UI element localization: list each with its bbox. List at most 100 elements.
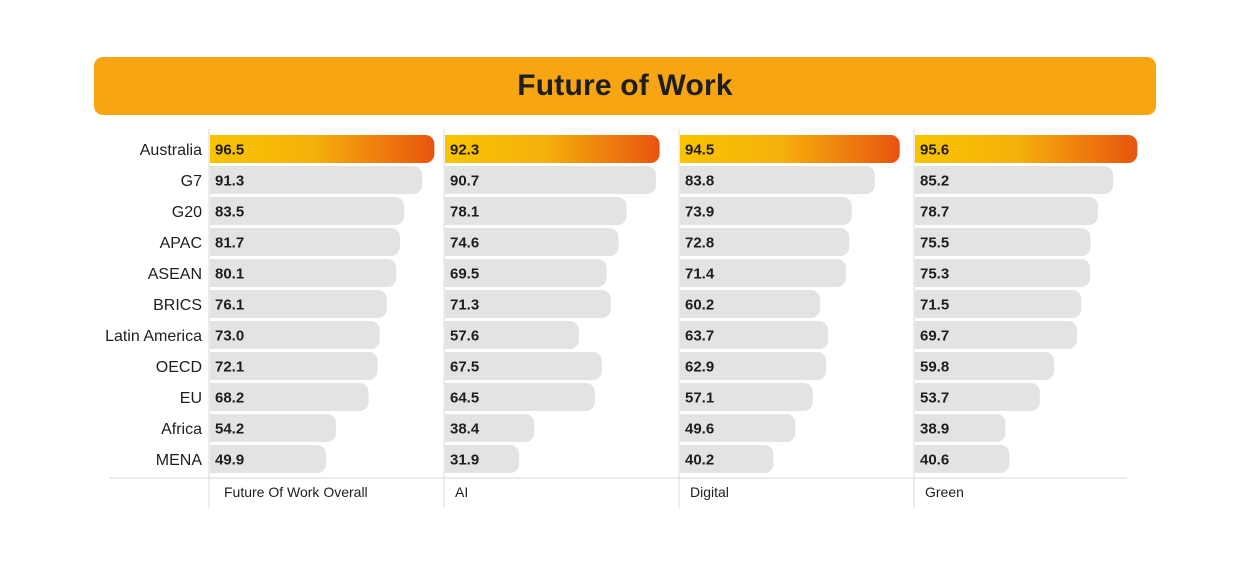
bar-left-edge <box>445 197 455 225</box>
bar <box>680 414 796 442</box>
bar-left-edge <box>915 383 925 411</box>
value-label: 62.9 <box>685 359 714 376</box>
bar <box>445 383 595 411</box>
value-label: 53.7 <box>920 390 949 407</box>
value-label: 72.1 <box>215 359 244 376</box>
value-label: 69.7 <box>920 328 949 345</box>
bar <box>915 321 1078 349</box>
bar <box>680 383 813 411</box>
bar <box>915 228 1091 256</box>
bar-left-edge <box>445 135 455 163</box>
grid-layer <box>110 129 1127 508</box>
series-label: Green <box>925 484 964 500</box>
value-label: 59.8 <box>920 359 949 376</box>
value-label: 81.7 <box>215 235 244 252</box>
bar-left-edge <box>680 197 690 225</box>
value-label: 90.7 <box>450 173 479 190</box>
value-label: 78.7 <box>920 204 949 221</box>
value-label: 94.5 <box>685 142 714 159</box>
bar <box>915 290 1082 318</box>
bar-left-edge <box>915 228 925 256</box>
category-label: G7 <box>181 173 202 190</box>
bar-left-edge <box>210 259 220 287</box>
bar <box>915 414 1006 442</box>
value-label: 73.0 <box>215 328 244 345</box>
value-label: 78.1 <box>450 204 479 221</box>
chart-title: Future of Work <box>517 69 733 102</box>
bar-left-edge <box>210 445 220 473</box>
bar-left-edge <box>445 321 455 349</box>
category-label: G20 <box>172 204 202 221</box>
bar <box>680 445 774 473</box>
highlight-bar <box>915 135 1138 163</box>
value-label: 54.2 <box>215 421 244 438</box>
bar <box>210 290 387 318</box>
bar-left-edge <box>210 383 220 411</box>
bar-left-edge <box>680 290 690 318</box>
bar-left-edge <box>445 290 455 318</box>
bar <box>680 197 852 225</box>
bar <box>445 228 619 256</box>
bar <box>210 166 423 194</box>
value-label: 40.2 <box>685 452 714 469</box>
bar-left-edge <box>680 321 690 349</box>
bar-left-edge <box>915 166 925 194</box>
bar-left-edge <box>915 290 925 318</box>
bar-left-edge <box>915 259 925 287</box>
value-label: 31.9 <box>450 452 479 469</box>
highlight-bar <box>210 135 435 163</box>
bar <box>210 259 397 287</box>
value-label: 91.3 <box>215 173 244 190</box>
value-label: 60.2 <box>685 297 714 314</box>
bar <box>680 290 820 318</box>
category-label: BRICS <box>153 297 202 314</box>
bar <box>210 445 327 473</box>
category-label: Australia <box>140 142 202 159</box>
bar <box>915 166 1114 194</box>
bar-left-edge <box>445 228 455 256</box>
value-label: 57.6 <box>450 328 479 345</box>
series-label: Future Of Work Overall <box>224 484 368 500</box>
category-label: Latin America <box>105 328 202 345</box>
bar-left-edge <box>445 414 455 442</box>
value-label: 95.6 <box>920 142 949 159</box>
bar-left-edge <box>680 445 690 473</box>
series-label: AI <box>455 484 468 500</box>
bar-left-edge <box>210 414 220 442</box>
bar <box>210 414 337 442</box>
bar-left-edge <box>680 228 690 256</box>
value-label: 75.3 <box>920 266 949 283</box>
category-label: ASEAN <box>148 266 202 283</box>
bar <box>680 321 829 349</box>
bar <box>915 445 1010 473</box>
bar <box>445 259 607 287</box>
value-label: 68.2 <box>215 390 244 407</box>
bar <box>680 166 875 194</box>
value-label: 75.5 <box>920 235 949 252</box>
value-label: 71.5 <box>920 297 949 314</box>
value-label: 38.4 <box>450 421 480 438</box>
bar <box>210 383 369 411</box>
value-label: 76.1 <box>215 297 244 314</box>
value-label: 38.9 <box>920 421 949 438</box>
bar <box>915 197 1098 225</box>
value-label: 72.8 <box>685 235 714 252</box>
value-label: 96.5 <box>215 142 244 159</box>
bar <box>210 352 378 380</box>
bar-left-edge <box>210 290 220 318</box>
value-label: 83.8 <box>685 173 714 190</box>
category-label: APAC <box>160 235 202 252</box>
bar-left-edge <box>210 228 220 256</box>
value-label: 71.4 <box>685 266 715 283</box>
title-banner: Future of Work <box>94 57 1156 115</box>
bar-left-edge <box>680 166 690 194</box>
bar <box>445 290 611 318</box>
bar-left-edge <box>210 197 220 225</box>
value-label: 57.1 <box>685 390 714 407</box>
category-label: OECD <box>156 359 202 376</box>
bar <box>445 352 602 380</box>
bar-left-edge <box>915 135 925 163</box>
highlight-bar <box>445 135 660 163</box>
value-label: 92.3 <box>450 142 479 159</box>
